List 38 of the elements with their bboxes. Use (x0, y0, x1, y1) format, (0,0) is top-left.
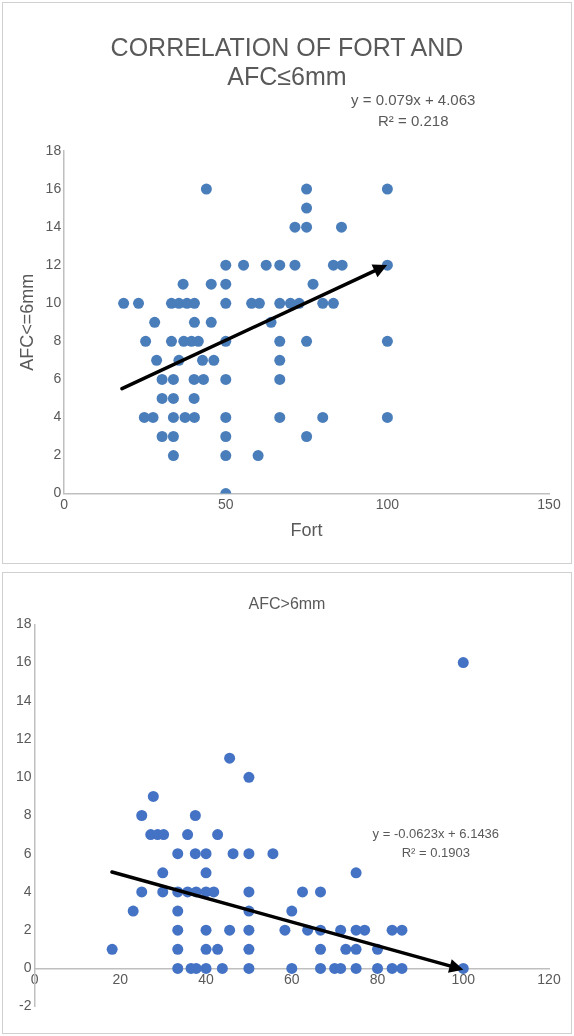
y-tick-label: 0 (53, 484, 62, 501)
x-tick-label: 50 (217, 495, 234, 512)
text: R² = 0.218 (378, 112, 449, 130)
y-tick-label: -2 (19, 997, 32, 1014)
y-axis-title: AFC<=6mm (16, 273, 37, 371)
x-axis-title: Fort (290, 520, 323, 541)
y-tick-label: 6 (23, 844, 32, 861)
x-tick-label: 80 (369, 970, 386, 987)
x-tick-label: 120 (537, 970, 561, 987)
y-tick-label: 16 (45, 179, 62, 196)
y-tick-label: 12 (15, 729, 32, 746)
y-tick-label: 8 (23, 806, 32, 823)
y-tick-label: 2 (53, 446, 62, 463)
y-tick-label: 6 (53, 370, 62, 387)
annotation: y = -0.0623x + 6.1436 (372, 826, 500, 842)
text: y = 0.079x + 4.063 (351, 91, 476, 109)
chart-title: CORRELATION OF FORT AND AFC≤6mm (109, 32, 465, 91)
y-tick-label: 14 (15, 691, 32, 708)
y-tick-label: 14 (45, 217, 62, 234)
y-tick-label: 18 (15, 615, 32, 632)
x-tick-label: 20 (112, 970, 129, 987)
annotation: R² = 0.1903 (401, 845, 470, 861)
y-tick-label: 10 (15, 768, 32, 785)
y-tick-label: 18 (45, 141, 62, 158)
chart-title: AFC>6mm (247, 594, 327, 613)
x-tick-label: 100 (451, 970, 476, 987)
y-tick-label: 4 (53, 408, 62, 425)
y-tick-label: 4 (23, 882, 32, 899)
y-tick-label: 2 (23, 921, 32, 938)
x-tick-label: 60 (284, 970, 300, 987)
y-tick-label: 16 (15, 653, 32, 670)
x-tick-label: 40 (198, 970, 215, 987)
y-tick-label: 8 (53, 332, 62, 349)
y-tick-label: 0 (23, 959, 32, 976)
y-tick-label: 12 (45, 256, 62, 273)
x-tick-label: 150 (537, 495, 561, 512)
x-tick-label: 100 (375, 495, 400, 512)
y-tick-label: 10 (45, 294, 62, 311)
